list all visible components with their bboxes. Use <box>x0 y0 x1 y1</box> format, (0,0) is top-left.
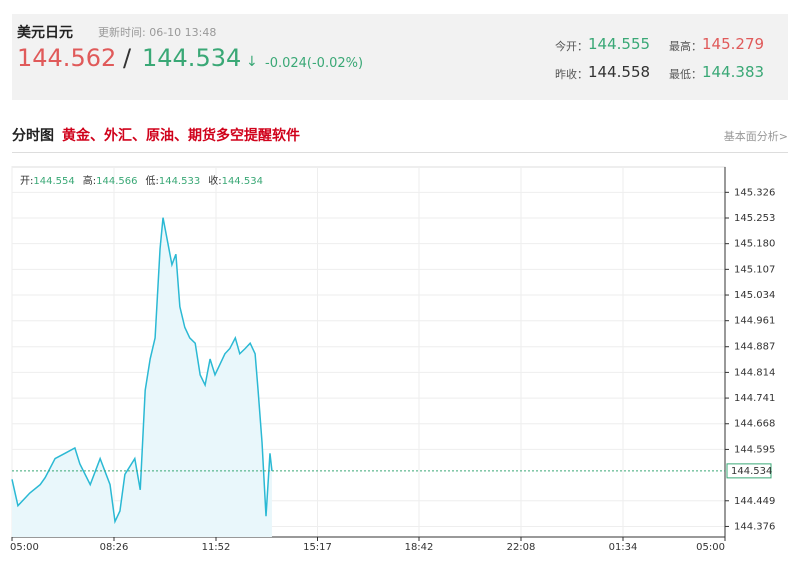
more-link[interactable]: 基本面分析> <box>723 130 788 143</box>
divider <box>12 152 788 153</box>
y-tick-label: 145.253 <box>734 213 775 224</box>
slash: / <box>123 44 132 72</box>
info-value: 144.554 <box>33 176 74 187</box>
y-tick-label: 144.595 <box>734 444 775 455</box>
y-tick-label: 144.741 <box>734 393 775 404</box>
stat-label: 最低： <box>669 68 702 81</box>
x-tick-label: 08:26 <box>100 542 129 553</box>
info-value: 144.533 <box>159 176 200 187</box>
y-tick-label: 144.376 <box>734 521 775 532</box>
quote-header <box>12 14 788 100</box>
y-tick-label: 145.180 <box>734 239 775 250</box>
stat-value: 144.555 <box>588 35 651 53</box>
symbol-name: 美元日元 <box>17 25 73 41</box>
ohlc-info: 开:144.554 高:144.566 低:144.533 收:144.534 <box>20 174 263 187</box>
price-line <box>11 217 273 525</box>
y-tick-label: 145.034 <box>734 290 775 301</box>
stat-label: 最高： <box>669 40 702 53</box>
info-value: 144.534 <box>222 176 263 187</box>
section-title: 分时图 <box>12 128 54 144</box>
info-label: 高: <box>83 174 96 187</box>
change: -0.024(-0.02%) <box>265 56 364 71</box>
x-tick-label: 05:00 <box>696 542 725 553</box>
update-time: 更新时间: 06-10 13:48 <box>98 26 217 39</box>
x-tick-label: 01:34 <box>609 542 638 553</box>
current-price-box <box>726 463 772 479</box>
x-tick-label: 22:08 <box>507 542 536 553</box>
info-label: 低: <box>145 174 158 187</box>
stat-value: 144.558 <box>588 63 651 81</box>
y-tick-label: 144.449 <box>734 496 775 507</box>
x-tick-label: 11:52 <box>202 542 231 553</box>
plot-frame <box>11 166 726 538</box>
price-a: 144.562 <box>17 44 117 72</box>
stat-value: 144.383 <box>702 63 765 81</box>
down-arrow: ↓ <box>246 54 258 70</box>
y-tick-label: 145.326 <box>734 187 775 198</box>
current-price-label: 144.534 <box>731 466 772 477</box>
info-label: 开: <box>20 176 33 187</box>
y-tick-label: 144.961 <box>734 316 775 327</box>
stat-label: 昨收： <box>555 68 588 81</box>
stat-value: 145.279 <box>702 35 765 53</box>
x-tick-label: 15:17 <box>303 542 332 553</box>
ad-link[interactable]: 黄金、外汇、原油、期货多空提醒软件 <box>62 128 300 144</box>
price-b: 144.534 <box>142 44 242 72</box>
info-value: 144.566 <box>96 176 137 187</box>
stat-label: 今开： <box>555 40 588 53</box>
y-tick-label: 144.887 <box>734 342 775 353</box>
y-tick-label: 145.107 <box>734 264 775 275</box>
y-tick-label: 144.814 <box>734 367 775 378</box>
x-tick-label: 18:42 <box>405 542 434 553</box>
x-tick-label: 05:00 <box>10 542 39 553</box>
area-fill <box>12 217 272 537</box>
y-tick-label: 144.668 <box>734 419 775 430</box>
info-label: 收: <box>208 174 221 187</box>
